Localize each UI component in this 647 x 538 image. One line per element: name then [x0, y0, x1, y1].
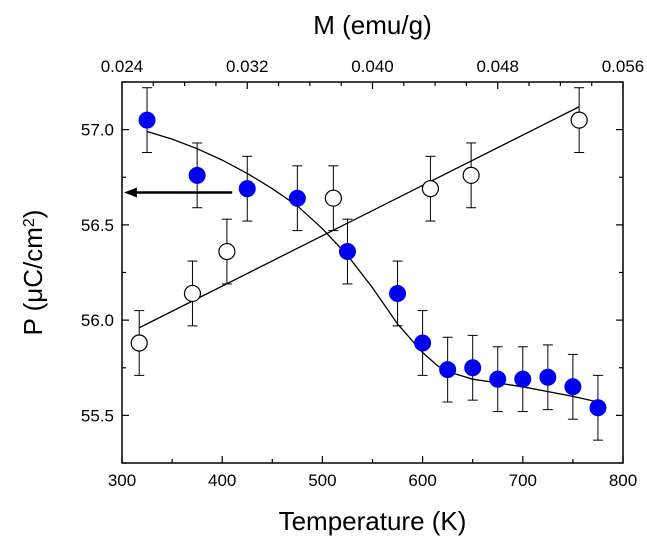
filled-data-point	[414, 334, 432, 352]
fit-curve-temperature	[146, 130, 599, 403]
axis-arrow-head	[124, 187, 138, 198]
x-tick-label: 400	[208, 471, 236, 490]
filled-data-point	[389, 284, 407, 302]
filled-data-point	[338, 243, 356, 261]
x-tick-label: 300	[108, 471, 136, 490]
open-data-point	[570, 111, 588, 129]
x-tick-label: 700	[509, 471, 537, 490]
filled-data-point	[288, 189, 306, 207]
open-data-point	[324, 189, 342, 207]
filled-data-point	[564, 378, 582, 396]
x-axis-title: Temperature (K)	[279, 506, 467, 536]
filled-data-point	[489, 370, 507, 388]
x2-tick-label: 0.032	[226, 57, 269, 76]
filled-data-point	[464, 359, 482, 377]
y-axis-title: P (μC/cm2)	[18, 210, 48, 336]
y-tick-label: 56.0	[81, 311, 114, 330]
x2-tick-label: 0.056	[602, 57, 645, 76]
y-tick-label: 56.5	[81, 216, 114, 235]
filled-data-point	[238, 180, 256, 198]
open-data-point	[421, 180, 440, 198]
x-tick-label: 800	[609, 471, 637, 490]
filled-data-point	[138, 111, 156, 129]
fit-line-magnetization	[138, 106, 580, 329]
open-data-point	[462, 166, 480, 184]
y-tick-label: 57.0	[81, 121, 114, 140]
x2-tick-label: 0.048	[476, 57, 519, 76]
x2-axis-title: M (emu/g)	[313, 10, 431, 40]
y-tick-label: 55.5	[81, 406, 114, 425]
x2-tick-label: 0.024	[101, 57, 144, 76]
filled-data-point	[539, 368, 557, 386]
open-data-point	[130, 334, 148, 352]
x-tick-label: 500	[308, 471, 336, 490]
x-tick-label: 600	[408, 471, 436, 490]
filled-data-point	[589, 399, 607, 417]
open-data-point	[218, 242, 236, 261]
open-data-point	[183, 284, 202, 303]
filled-data-point	[514, 370, 532, 388]
filled-data-point	[439, 361, 457, 379]
x2-tick-label: 0.040	[351, 57, 394, 76]
filled-data-point	[188, 166, 206, 184]
